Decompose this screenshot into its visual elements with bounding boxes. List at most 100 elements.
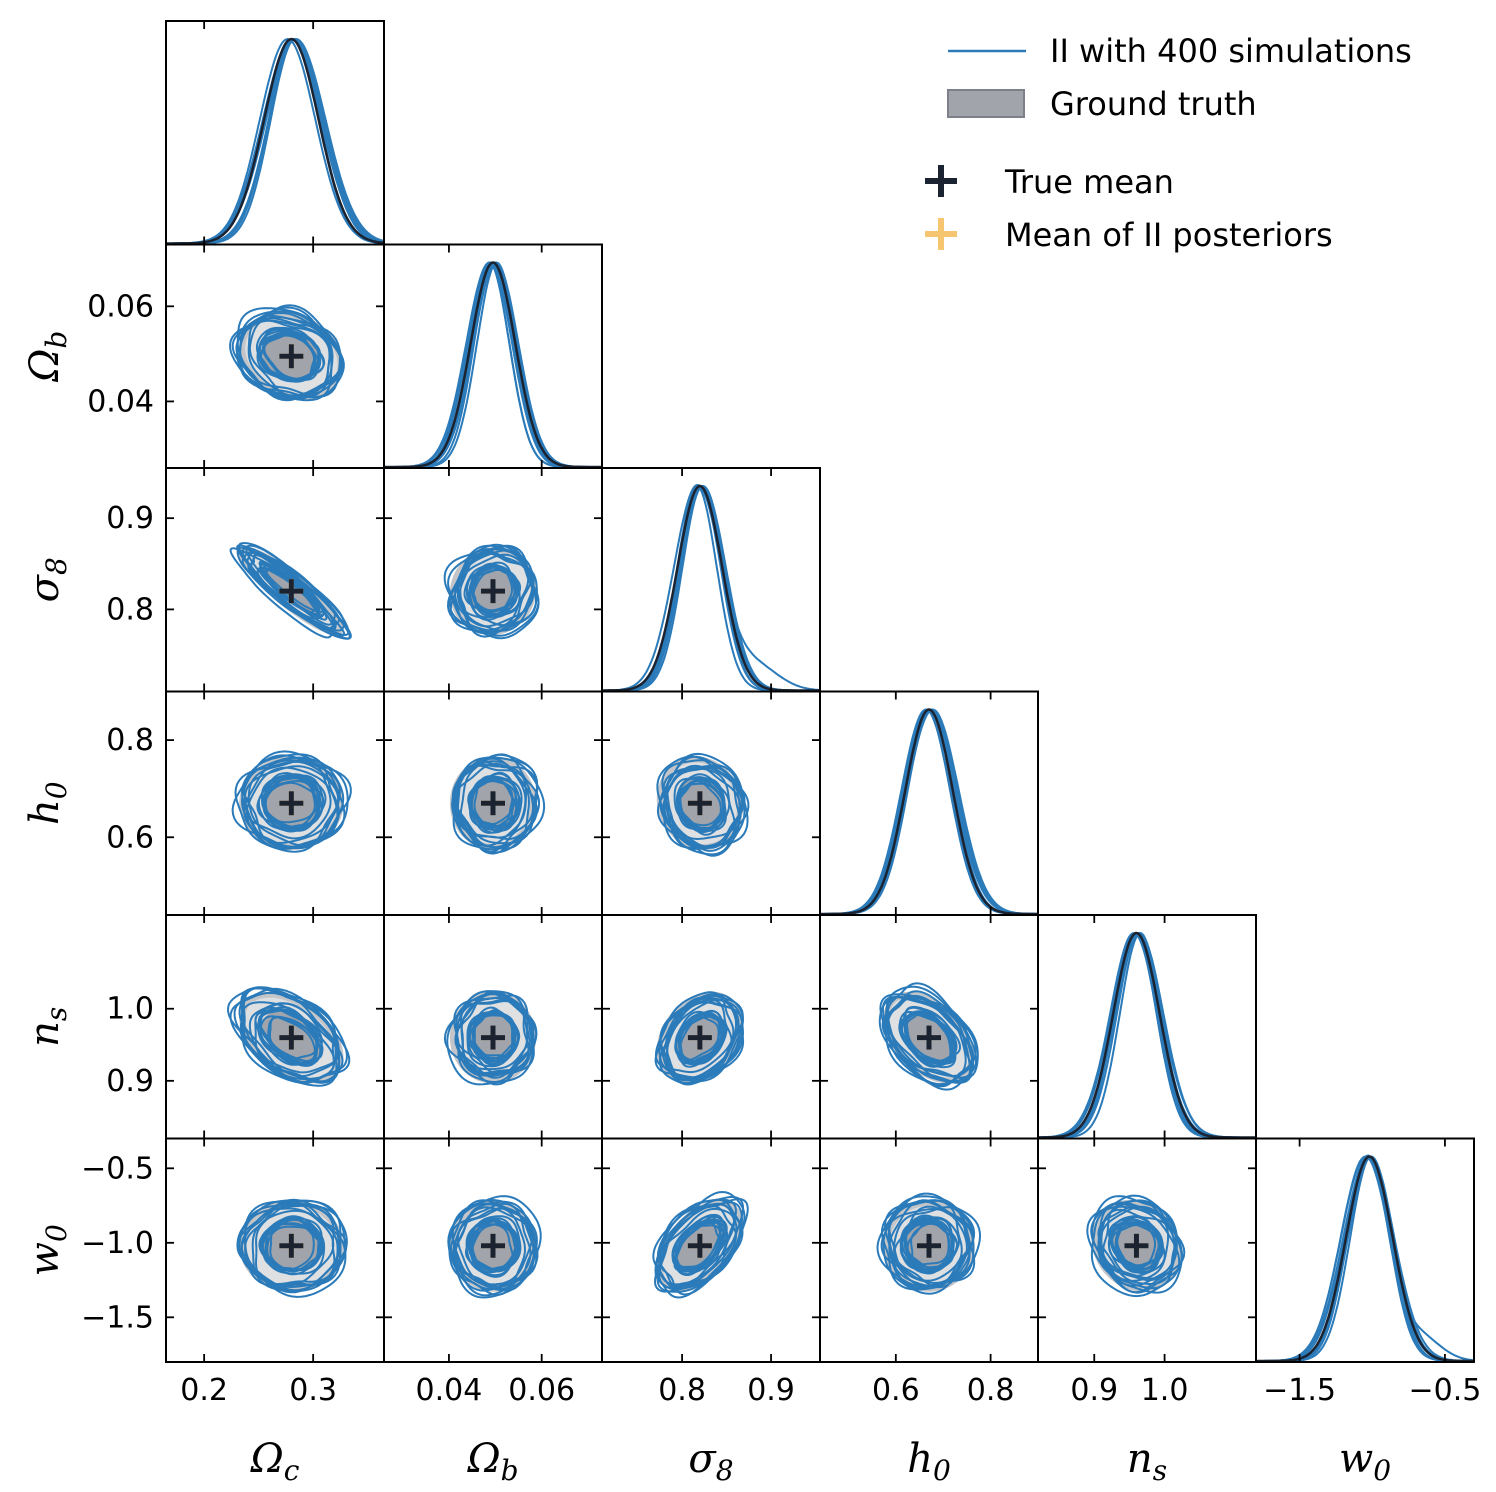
ii-contour-68: [259, 1215, 323, 1271]
ii-posterior-curve: [1038, 932, 1256, 1139]
y-tick-label: 0.06: [87, 289, 154, 324]
ii-posterior-curve: [1256, 1155, 1474, 1362]
ii-posterior-curve: [820, 708, 1038, 915]
ii-posterior-curve: [384, 261, 602, 468]
true-posterior-curve: [166, 37, 384, 245]
legend-ii-mean-marker: [925, 218, 957, 250]
panel-w_0-omega_b: [383, 1137, 603, 1363]
ii-contour-68: [901, 1216, 950, 1266]
ii-contour-95: [656, 1195, 744, 1290]
ii-contour-68: [259, 566, 316, 614]
ii-posterior-curve: [1256, 1155, 1474, 1362]
ii-contour-95: [448, 1207, 527, 1296]
ii-posterior-curve: [1256, 1155, 1474, 1362]
legend-true-mean-label: True mean: [1004, 163, 1174, 201]
ii-contour-68: [676, 778, 727, 832]
panel-frame: [1255, 1137, 1475, 1363]
panel-frame: [383, 243, 603, 469]
ii-contour-68: [904, 1013, 957, 1065]
ii-contour-68: [1108, 1216, 1162, 1270]
y-tick-label: 0.04: [87, 384, 154, 419]
true-mean-marker: [481, 1233, 505, 1258]
ii-posterior-curve: [1256, 1155, 1474, 1362]
ii-contour-95: [247, 758, 345, 847]
x-axis-label-n_s: ns: [1127, 1436, 1167, 1487]
panel-omega_b-omega_b: [383, 243, 603, 469]
ii-contour-68: [1114, 1220, 1162, 1270]
ii-contour-68: [677, 773, 731, 831]
y-tick-label: 0.9: [106, 501, 154, 536]
panel-h_0-omega_b: [383, 690, 603, 916]
ii-contour-95: [460, 990, 538, 1075]
ii-contour-68: [465, 1223, 514, 1274]
ii-posterior-curve: [820, 708, 1038, 915]
legend: II with 400 simulations Ground truth Tru…: [925, 32, 1412, 254]
ii-contour-95: [1091, 1195, 1178, 1287]
ii-contour-68: [674, 1213, 726, 1269]
panel-w_0-omega_c: [165, 1137, 385, 1363]
axis-labels-layer: 0.2 0.3 Ωc 0.04 0.06 Ωb 0.8 0.9 σ8 0.6 0.8 h0 0.9 1.0…: [22, 289, 1481, 1487]
ii-contour-95: [241, 544, 350, 636]
x-tick-label: 0.04: [416, 1373, 483, 1408]
true-mean-marker: [687, 1025, 712, 1050]
true-posterior-curve: [1038, 931, 1256, 1139]
ii-contour-95: [236, 1199, 342, 1292]
ii-contour-95: [241, 551, 335, 631]
legend-ground-truth-label: Ground truth: [1050, 85, 1257, 123]
x-tick-label: 0.8: [967, 1373, 1015, 1408]
true-posterior-curve: [1256, 1155, 1474, 1362]
ii-contour-68: [675, 777, 725, 831]
ii-contour-95: [883, 1199, 975, 1288]
ii-contour-95: [882, 1207, 968, 1295]
ii-contour-68: [468, 776, 520, 832]
y-tick-label: −1.5: [81, 1300, 154, 1335]
legend-ground-truth-swatch: [947, 89, 1025, 118]
legend-true-mean-marker: [925, 165, 957, 197]
y-tick-label: 0.8: [106, 592, 154, 627]
ii-posterior-curve: [820, 708, 1038, 915]
ii-contour-95: [239, 987, 340, 1074]
ii-contour-95: [451, 762, 530, 850]
ii-posterior-curve: [384, 261, 602, 468]
ii-posterior-curve: [1256, 1155, 1474, 1362]
panel-omega_b-omega_c: [165, 243, 385, 469]
ii-contour-68: [900, 1217, 953, 1271]
ii-contour-68: [898, 1010, 954, 1068]
ii-contour-95: [451, 1195, 542, 1292]
x-tick-label: 0.8: [658, 1373, 706, 1408]
true-mean-marker: [481, 579, 505, 604]
ii-contour-95: [654, 998, 733, 1079]
panel-n_s-sigma_8: [601, 914, 821, 1140]
ii-contour-95: [455, 993, 533, 1077]
ii-posterior-curve: [384, 261, 602, 468]
x-tick-label: 0.9: [1070, 1373, 1118, 1408]
ii-contour-68: [468, 1219, 517, 1271]
true-mean-marker: [481, 791, 505, 816]
true-mean-marker: [279, 1025, 304, 1050]
ii-contour-95: [454, 544, 535, 628]
ii-contour-68: [258, 334, 316, 383]
ii-posterior-curve: [820, 708, 1038, 915]
y-axis-label-w_0: w0: [22, 1224, 73, 1276]
panel-sigma_8-omega_c: [165, 467, 385, 693]
panel-w_0-n_s: [1037, 1137, 1257, 1363]
panel-h_0-omega_c: [165, 690, 385, 916]
panel-w_0-sigma_8: [601, 1137, 821, 1363]
x-tick-label: −0.5: [1409, 1373, 1482, 1408]
y-axis-label-h_0: h0: [22, 781, 73, 825]
ii-posterior-curve: [820, 708, 1038, 915]
panel-h_0-sigma_8: [601, 690, 821, 916]
ii-posterior-curve: [384, 261, 602, 468]
ii-contour-68: [904, 1005, 962, 1063]
y-axis-label-omega_b: Ωb: [22, 331, 73, 383]
y-tick-label: −1.0: [81, 1226, 154, 1261]
true-mean-marker: [481, 1025, 505, 1050]
ii-posterior-curve: [384, 261, 602, 468]
ii-contour-68: [257, 771, 321, 830]
x-axis-label-omega_b: Ωb: [466, 1436, 518, 1487]
x-tick-label: 1.0: [1141, 1373, 1189, 1408]
true-mean-marker: [279, 1233, 304, 1258]
ii-contour-95: [239, 319, 333, 402]
true-mean-marker: [917, 1233, 941, 1258]
